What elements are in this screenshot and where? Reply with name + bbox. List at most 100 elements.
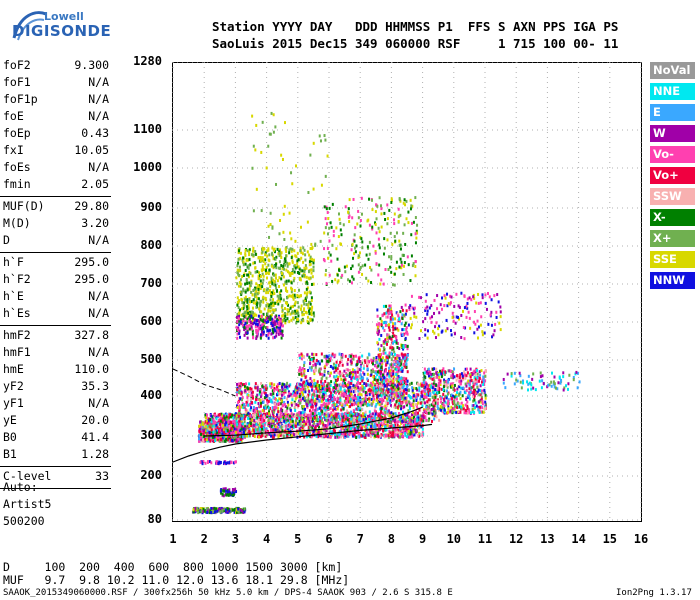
echo-dot: [352, 383, 355, 387]
echo-dot: [340, 435, 343, 439]
echo-dot: [322, 398, 325, 402]
echo-dot: [238, 391, 241, 395]
echo-dot: [355, 386, 358, 390]
echo-dot: [259, 390, 262, 394]
parameter-name: fxI: [3, 143, 24, 157]
echo-dot: [217, 422, 220, 426]
echo-dot: [298, 353, 301, 357]
echo-dot: [314, 418, 317, 422]
parameter-value: 1.28: [81, 447, 109, 461]
echo-dot: [273, 397, 276, 401]
echo-dot: [391, 417, 394, 421]
echo-dot: [388, 374, 391, 378]
parameter-value: 295.0: [74, 255, 109, 269]
echo-dot: [439, 379, 442, 383]
echo-dot: [402, 410, 405, 414]
echo-dot: [402, 353, 405, 357]
parameter-name: h`F2: [3, 272, 31, 286]
echo-dot: [419, 397, 422, 401]
echo-dot: [401, 388, 404, 392]
echo-dot: [268, 406, 271, 410]
echo-dot: [270, 393, 273, 397]
echo-dot: [384, 404, 387, 408]
echo-dot: [206, 413, 209, 417]
echo-dot: [304, 422, 307, 426]
echo-dot: [330, 413, 333, 417]
echo-dot: [240, 405, 243, 409]
echo-dot: [432, 384, 435, 388]
echo-dot: [369, 390, 372, 394]
echo-dot: [314, 366, 317, 370]
echo-dot: [278, 388, 281, 392]
echo-dot: [206, 421, 209, 425]
echo-dot: [318, 362, 321, 366]
echo-dot: [296, 391, 299, 395]
echo-dot: [384, 433, 387, 437]
echo-dot: [311, 407, 314, 411]
echo-dot: [431, 377, 434, 381]
echo-dot: [215, 431, 218, 435]
echo-dot: [210, 424, 213, 428]
echo-dot: [355, 384, 358, 388]
echo-dot: [436, 398, 439, 402]
echo-dot: [295, 385, 298, 389]
echo-dot: [199, 422, 202, 426]
echo-dot: [404, 396, 407, 400]
echo-dot: [456, 401, 459, 405]
echo-dot: [307, 416, 310, 420]
echo-dot: [293, 414, 296, 418]
echo-dot: [248, 428, 251, 432]
echo-dot: [469, 390, 472, 394]
echo-dot: [375, 360, 378, 364]
echo-dot: [333, 396, 336, 400]
echo-dot: [453, 383, 456, 387]
echo-dot: [425, 382, 428, 386]
echo-dot: [371, 417, 374, 421]
echo-dot: [377, 371, 380, 375]
echo-dot: [480, 369, 483, 373]
echo-dot: [198, 427, 201, 431]
echo-dot: [479, 384, 482, 388]
echo-dot: [271, 406, 274, 410]
echo-dot: [270, 385, 273, 389]
echo-dot: [232, 423, 235, 427]
echo-dot: [310, 384, 313, 388]
echo-dot: [375, 356, 378, 360]
echo-dot: [304, 400, 307, 404]
echo-dot: [299, 419, 302, 423]
echo-dot: [307, 398, 310, 402]
echo-dot: [245, 427, 248, 431]
echo-dot: [266, 414, 269, 418]
echo-dot: [354, 370, 357, 374]
echo-dot: [476, 376, 479, 380]
echo-dot: [241, 422, 244, 426]
echo-dot: [244, 411, 247, 415]
echo-dot: [286, 386, 289, 390]
echo-dot: [235, 391, 238, 395]
echo-dot: [262, 422, 265, 426]
echo-dot: [265, 387, 268, 391]
echo-dot: [418, 383, 421, 387]
echo-dot: [317, 431, 320, 435]
echo-dot: [428, 404, 431, 408]
echo-dot: [274, 416, 277, 420]
echo-dot: [477, 376, 480, 380]
echo-dot: [330, 391, 333, 395]
echo-dot: [429, 370, 432, 374]
echo-dot: [466, 395, 469, 399]
echo-dot: [254, 427, 257, 431]
parameter-value: N/A: [88, 109, 109, 123]
echo-dot: [393, 431, 396, 435]
echo-dot: [267, 419, 270, 423]
echo-dot: [400, 395, 403, 399]
echo-dot: [241, 402, 244, 406]
echo-dot: [350, 430, 353, 434]
echo-dot: [354, 397, 357, 401]
echo-dot: [200, 432, 203, 436]
echo-dot: [354, 412, 357, 416]
echo-dot: [407, 432, 410, 436]
echo-dot: [357, 389, 360, 393]
echo-dot: [204, 420, 207, 424]
echo-dot: [328, 382, 331, 386]
echo-dot: [357, 396, 360, 400]
